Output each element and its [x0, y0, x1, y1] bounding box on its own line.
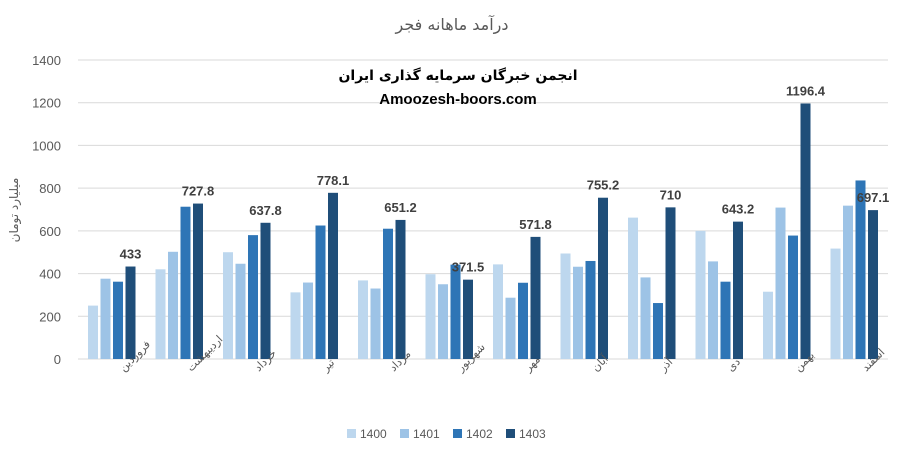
data-label: 778.1	[317, 173, 350, 188]
bar-1402-6	[518, 282, 528, 359]
bar-1403-8	[665, 207, 676, 359]
bar-1401-4	[370, 288, 381, 359]
bar-1403-0	[125, 266, 136, 359]
legend-swatch-1403	[506, 429, 515, 438]
bar-1401-3	[303, 282, 313, 359]
legend-swatch-1401	[400, 429, 409, 438]
legend-swatch-1402	[453, 429, 462, 438]
bar-1401-0	[100, 278, 111, 359]
y-tick-label: 1200	[32, 96, 61, 111]
y-axis-label: میلیارد تومان	[7, 178, 22, 243]
bar-1402-7	[585, 260, 596, 359]
bar-1401-9	[708, 261, 718, 359]
chart-title: درآمد ماهانه فجر	[394, 15, 508, 35]
watermark-text-url: Amoozesh-boors.com	[379, 91, 537, 108]
bar-1402-0	[113, 281, 123, 359]
bar-1402-4	[383, 228, 393, 359]
legend-swatch-1400	[347, 429, 356, 438]
bar-1401-8	[640, 277, 651, 359]
data-label: 643.2	[722, 202, 755, 217]
bar-1400-11	[830, 248, 841, 359]
data-label: 727.8	[182, 184, 215, 199]
bar-1402-9	[720, 281, 731, 359]
bar-1400-10	[763, 291, 773, 359]
data-label: 651.2	[384, 200, 417, 215]
data-label: 571.8	[519, 217, 552, 232]
bar-1402-11	[855, 180, 866, 359]
bar-1403-9	[733, 221, 743, 359]
y-tick-label: 200	[39, 309, 61, 324]
bar-1400-2	[223, 252, 233, 359]
legend-label: 1401	[413, 427, 440, 441]
bar-1401-2	[235, 263, 246, 359]
legend-label: 1402	[466, 427, 493, 441]
y-tick-label: 600	[39, 224, 61, 239]
bar-1400-5	[425, 274, 436, 359]
bar-1402-10	[788, 235, 798, 359]
bar-1403-5	[463, 279, 473, 359]
y-tick-label: 800	[39, 181, 61, 196]
data-label: 697.1	[857, 190, 890, 205]
y-tick-label: 1000	[32, 138, 61, 153]
data-label: 371.5	[452, 260, 485, 275]
bar-1400-1	[155, 269, 166, 359]
data-label: 1196.4	[786, 83, 826, 98]
bar-1400-6	[493, 264, 503, 359]
bar-1403-1	[193, 203, 203, 359]
bar-1401-7	[573, 266, 583, 359]
data-label: 637.8	[249, 203, 282, 218]
bar-1402-3	[315, 225, 326, 359]
bar-1400-0	[88, 305, 98, 359]
bar-1400-3	[290, 292, 301, 359]
bar-1401-11	[843, 205, 853, 359]
bar-1403-7	[598, 197, 608, 359]
bar-1401-10	[775, 207, 786, 359]
y-tick-label: 1400	[32, 53, 61, 68]
bar-1400-9	[695, 230, 706, 359]
bar-1403-4	[395, 219, 406, 359]
bar-1403-2	[260, 222, 271, 359]
bar-1400-4	[358, 280, 368, 359]
bar-1401-1	[168, 251, 178, 359]
bar-1403-10	[800, 103, 811, 359]
watermark-text-persian: انجمن خبرگان سرمایه گذاری ایران	[338, 67, 577, 84]
data-label: 433	[120, 247, 142, 262]
legend-label: 1400	[360, 427, 387, 441]
data-label: 755.2	[587, 178, 620, 193]
bar-1402-5	[450, 264, 461, 359]
bar-1403-6	[530, 236, 541, 359]
bar-1401-5	[438, 284, 448, 359]
legend-label: 1403	[519, 427, 546, 441]
y-tick-label: 400	[39, 267, 61, 282]
bar-1402-1	[180, 206, 191, 359]
bar-1401-6	[505, 297, 516, 359]
bar-1402-2	[248, 235, 258, 359]
bar-1400-8	[628, 217, 638, 359]
bar-1400-7	[560, 253, 571, 359]
bar-1403-3	[328, 192, 338, 359]
bar-1402-8	[653, 303, 663, 359]
bar-1403-11	[868, 210, 878, 359]
data-label: 710	[660, 187, 682, 202]
y-tick-label: 0	[54, 352, 61, 367]
